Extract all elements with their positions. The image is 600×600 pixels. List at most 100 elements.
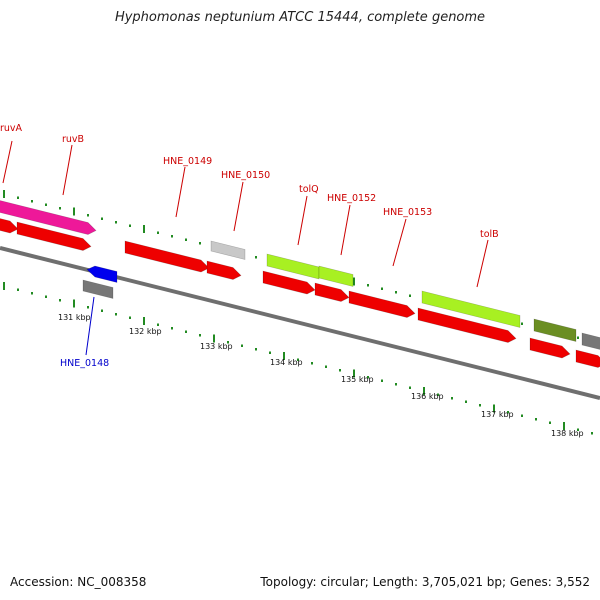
- gene-features: [0, 200, 600, 368]
- leader-ruvA: [2, 140, 13, 184]
- major-tick: [283, 352, 285, 360]
- minor-tick: [507, 411, 509, 414]
- minor-tick: [367, 376, 369, 379]
- gene-olive-box: [533, 318, 577, 342]
- minor-tick: [31, 200, 33, 203]
- major-tick: [73, 207, 75, 216]
- gene-tolB-box: [421, 290, 521, 328]
- minor-tick: [451, 397, 453, 400]
- minor-tick: [199, 334, 201, 337]
- minor-tick: [101, 309, 103, 312]
- minor-tick: [577, 336, 579, 339]
- map-title: Hyphomonas neptunium ATCC 15444, complet…: [114, 10, 486, 25]
- gene-label-HNE_0149: HNE_0149: [163, 156, 212, 167]
- major-tick: [353, 277, 355, 286]
- minor-tick: [171, 327, 173, 330]
- minor-tick: [129, 316, 131, 319]
- minor-tick: [381, 379, 383, 382]
- major-tick: [353, 369, 355, 378]
- minor-tick: [157, 231, 159, 234]
- major-tick: [143, 225, 145, 233]
- minor-tick: [45, 295, 47, 298]
- cds-HNE_0149: [124, 240, 210, 273]
- kbp-label-131: 131 kbp: [58, 313, 91, 322]
- minor-tick: [255, 348, 257, 351]
- kbp-label-132: 132 kbp: [129, 327, 162, 336]
- minor-tick: [59, 299, 61, 302]
- cds-right-2: [575, 349, 600, 368]
- leader-HNE_0153: [392, 218, 407, 267]
- kbp-label-137: 137 kbp: [481, 410, 514, 419]
- minor-tick: [129, 224, 131, 227]
- minor-tick: [185, 238, 187, 241]
- minor-tick: [465, 400, 467, 403]
- cds-tolQ: [262, 270, 316, 295]
- minor-tick: [227, 341, 229, 344]
- minor-tick: [297, 358, 299, 361]
- leader-ruvB: [62, 144, 73, 196]
- major-tick: [213, 334, 215, 343]
- leader-tolB: [476, 239, 489, 288]
- minor-tick: [31, 292, 33, 295]
- gene-label-HNE_0148: HNE_0148: [60, 358, 109, 369]
- minor-tick: [87, 306, 89, 309]
- minor-tick: [45, 203, 47, 206]
- leader-tolQ: [297, 195, 308, 246]
- gene-label-tolQ: tolQ: [299, 184, 319, 195]
- gene-label-HNE_0150: HNE_0150: [221, 170, 270, 181]
- gene-gray-box-left: [82, 279, 114, 299]
- gene-HNE_0150-box: [210, 240, 246, 260]
- kbp-label-135: 135 kbp: [341, 375, 374, 384]
- minor-tick: [17, 288, 19, 291]
- minor-tick: [577, 428, 579, 431]
- gene-ruvA-box: [0, 200, 97, 235]
- minor-tick: [199, 242, 201, 245]
- inner-tick-track: [3, 282, 593, 435]
- minor-tick: [549, 421, 551, 424]
- leader-HNE_0152: [340, 204, 351, 256]
- minor-tick: [59, 207, 61, 210]
- major-tick: [493, 404, 495, 413]
- major-tick: [73, 299, 75, 308]
- gene-gray-box-right: [581, 332, 600, 350]
- genome-stats-text: Topology: circular; Length: 3,705,021 bp…: [260, 575, 590, 589]
- minor-tick: [325, 365, 327, 368]
- minor-tick: [367, 284, 369, 287]
- minor-tick: [437, 393, 439, 396]
- minor-tick: [381, 287, 383, 290]
- minor-tick: [535, 418, 537, 421]
- minor-tick: [521, 322, 523, 325]
- gene-labels: ruvA ruvB HNE_0149 HNE_0150 tolQ HNE_015…: [0, 123, 499, 369]
- gene-HNE_0148-box: [86, 265, 118, 283]
- major-tick: [143, 317, 145, 325]
- cds-tolB: [417, 307, 517, 343]
- major-tick: [423, 387, 425, 395]
- minor-tick: [157, 323, 159, 326]
- minor-tick: [395, 291, 397, 294]
- gene-label-HNE_0153: HNE_0153: [383, 207, 432, 218]
- minor-tick: [115, 221, 117, 224]
- minor-tick: [171, 235, 173, 238]
- minor-tick: [269, 351, 271, 354]
- minor-tick: [87, 214, 89, 217]
- minor-tick: [591, 432, 593, 435]
- minor-tick: [241, 344, 243, 347]
- minor-tick: [521, 414, 523, 417]
- accession-text: Accession: NC_008358: [10, 575, 147, 589]
- gene-HNE_0152-box: [318, 265, 354, 287]
- leader-HNE_0150: [233, 181, 244, 232]
- cds-HNE_0153: [348, 290, 416, 318]
- major-tick: [563, 422, 565, 430]
- minor-tick: [409, 386, 411, 389]
- minor-tick: [339, 369, 341, 372]
- kbp-label-138: 138 kbp: [551, 429, 584, 438]
- kbp-label-133: 133 kbp: [200, 342, 233, 351]
- minor-tick: [409, 294, 411, 297]
- gene-label-HNE_0152: HNE_0152: [327, 193, 376, 204]
- kbp-label-134: 134 kbp: [270, 358, 303, 367]
- major-tick: [3, 282, 5, 290]
- gene-label-tolB: tolB: [480, 229, 499, 240]
- cds-right-1: [529, 337, 571, 359]
- minor-tick: [115, 313, 117, 316]
